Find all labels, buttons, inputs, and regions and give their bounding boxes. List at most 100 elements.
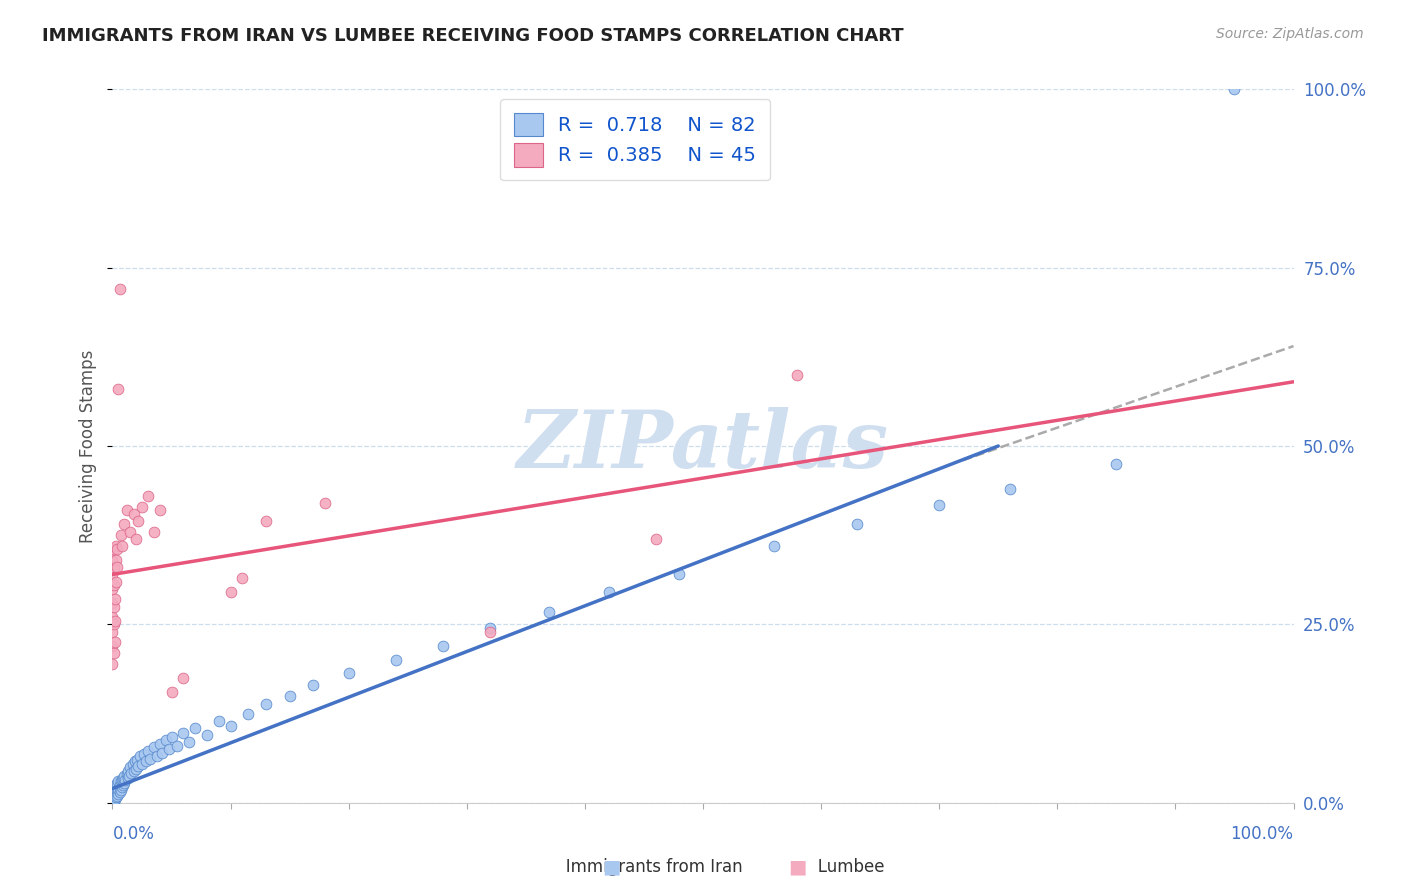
- Point: [142, 524, 165, 539]
- Point: [668, 567, 690, 582]
- Point: [104, 614, 127, 628]
- Point: [104, 592, 127, 607]
- Point: [108, 785, 131, 799]
- Point: [112, 769, 135, 783]
- Point: [110, 528, 132, 542]
- Point: [107, 774, 129, 789]
- Point: [479, 624, 502, 639]
- Point: [644, 532, 666, 546]
- Point: [125, 532, 148, 546]
- Point: [112, 771, 135, 785]
- Text: Source: ZipAtlas.com: Source: ZipAtlas.com: [1216, 27, 1364, 41]
- Point: [105, 785, 128, 799]
- Point: [208, 714, 231, 728]
- Point: [337, 665, 360, 680]
- Point: [278, 689, 301, 703]
- Point: [104, 789, 127, 803]
- Point: [136, 489, 159, 503]
- Point: [231, 571, 253, 585]
- Point: [1223, 82, 1246, 96]
- Point: [136, 744, 159, 758]
- Point: [432, 639, 454, 653]
- Point: [845, 517, 868, 532]
- Point: [172, 726, 194, 740]
- Point: [101, 610, 124, 624]
- Point: [117, 764, 139, 778]
- Point: [114, 772, 136, 787]
- Point: [125, 762, 148, 776]
- Point: [105, 790, 128, 805]
- Point: [103, 578, 125, 592]
- Text: Lumbee: Lumbee: [803, 858, 884, 876]
- Point: [219, 585, 242, 599]
- Point: [254, 698, 277, 712]
- Point: [160, 685, 183, 699]
- Point: [101, 791, 124, 805]
- Point: [122, 507, 145, 521]
- Point: [127, 514, 149, 528]
- Point: [103, 787, 125, 801]
- Point: [107, 787, 129, 801]
- Point: [314, 496, 336, 510]
- Point: [131, 756, 153, 771]
- Text: 0.0%: 0.0%: [112, 825, 155, 843]
- Point: [219, 719, 242, 733]
- Point: [598, 585, 620, 599]
- Point: [101, 596, 124, 610]
- Point: [112, 778, 135, 792]
- Point: [1105, 457, 1128, 471]
- Point: [104, 792, 127, 806]
- Point: [134, 747, 156, 762]
- Point: [538, 605, 561, 619]
- Y-axis label: Receiving Food Stamps: Receiving Food Stamps: [79, 350, 97, 542]
- Text: ■: ■: [787, 857, 807, 877]
- Point: [104, 635, 127, 649]
- Point: [127, 753, 149, 767]
- Point: [385, 653, 408, 667]
- Point: [101, 567, 124, 582]
- Point: [111, 772, 134, 787]
- Point: [124, 755, 146, 769]
- Text: 100.0%: 100.0%: [1230, 825, 1294, 843]
- Point: [105, 776, 128, 790]
- Point: [110, 774, 132, 789]
- Point: [101, 657, 124, 671]
- Point: [103, 795, 125, 809]
- Point: [254, 514, 277, 528]
- Point: [101, 624, 124, 639]
- Point: [131, 500, 153, 514]
- Point: [108, 282, 131, 296]
- Point: [139, 751, 162, 765]
- Point: [998, 482, 1021, 496]
- Point: [103, 790, 125, 805]
- Point: [762, 539, 785, 553]
- Point: [103, 617, 125, 632]
- Point: [107, 781, 129, 796]
- Point: [112, 776, 135, 790]
- Text: ■: ■: [602, 857, 621, 877]
- Point: [120, 765, 142, 780]
- Point: [160, 730, 183, 744]
- Point: [302, 678, 325, 692]
- Point: [103, 785, 125, 799]
- Point: [122, 764, 145, 778]
- Point: [117, 771, 139, 785]
- Point: [127, 758, 149, 772]
- Text: ZIPatlas: ZIPatlas: [517, 408, 889, 484]
- Point: [115, 503, 138, 517]
- Point: [105, 553, 128, 567]
- Text: IMMIGRANTS FROM IRAN VS LUMBEE RECEIVING FOOD STAMPS CORRELATION CHART: IMMIGRANTS FROM IRAN VS LUMBEE RECEIVING…: [42, 27, 904, 45]
- Point: [149, 503, 172, 517]
- Point: [120, 760, 142, 774]
- Legend: R =  0.718    N = 82, R =  0.385    N = 45: R = 0.718 N = 82, R = 0.385 N = 45: [501, 99, 770, 180]
- Point: [105, 542, 128, 557]
- Point: [111, 780, 134, 794]
- Point: [110, 783, 132, 797]
- Point: [105, 539, 128, 553]
- Point: [111, 539, 134, 553]
- Point: [101, 793, 124, 807]
- Point: [107, 382, 129, 396]
- Point: [115, 767, 138, 781]
- Point: [172, 671, 194, 685]
- Point: [101, 796, 124, 810]
